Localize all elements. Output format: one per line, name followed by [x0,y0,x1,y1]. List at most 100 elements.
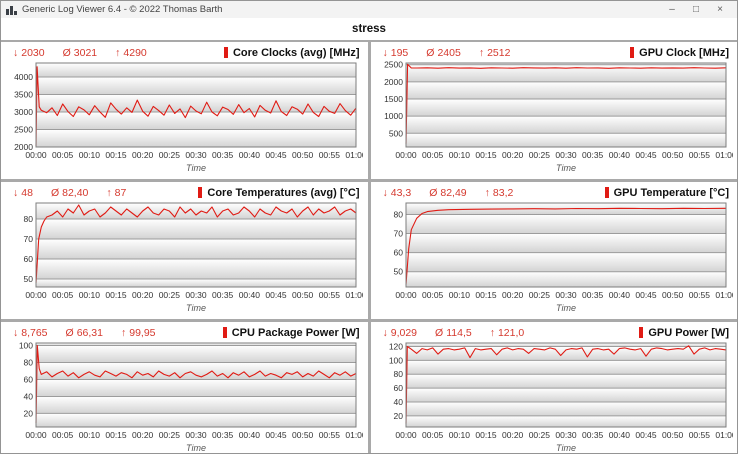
avg-icon: Ø [435,326,444,339]
x-tick-label: 00:50 [292,150,314,160]
x-tick-label: 00:20 [132,150,154,160]
stat-max: ↑ 87 [106,186,127,199]
y-tick-label: 2000 [14,142,33,152]
x-tick-label: 00:50 [662,290,684,300]
x-tick-label: 00:30 [186,290,208,300]
maximize-button[interactable]: □ [692,4,700,15]
y-tick-label: 60 [24,374,34,384]
min-arrow-icon: ↓ [13,46,19,59]
stat-min: ↓ 8,765 [13,326,48,339]
y-tick-label: 4000 [14,72,33,82]
x-tick-label: 00:20 [502,290,524,300]
stat-max: ↑ 4290 [115,46,147,59]
tab-stress[interactable]: stress [352,23,386,35]
y-tick-label: 70 [24,234,34,244]
chart-title-wrap: GPU Power [W] [639,327,729,339]
x-tick-label: 00:50 [662,150,684,160]
x-tick-label: 00:10 [448,150,470,160]
x-tick-label: 00:35 [582,290,604,300]
x-tick-label: 00:05 [52,150,74,160]
y-tick-label: 1500 [384,94,403,104]
x-tick-label: 00:00 [395,150,417,160]
stat-avg: Ø 114,5 [435,326,472,339]
x-tick-label: 00:25 [159,150,181,160]
stat-min: ↓ 9,029 [382,326,418,339]
x-tick-label: 00:40 [239,150,261,160]
x-tick-label: 00:40 [608,430,630,440]
x-tick-label: 00:05 [422,430,444,440]
x-axis-title: Time [186,163,206,173]
min-arrow-icon: ↓ [382,46,388,59]
stat-min: ↓ 48 [13,186,33,199]
x-tick-label: 00:10 [448,430,470,440]
minimize-button[interactable]: – [669,4,675,15]
x-tick-label: 00:35 [582,150,604,160]
x-tick-label: 00:40 [608,290,630,300]
y-tick-label: 20 [24,408,34,418]
avg-icon: Ø [50,186,60,199]
stat-avg: Ø 66,31 [65,326,103,339]
y-tick-label: 60 [24,254,34,264]
y-tick-label: 80 [24,214,34,224]
stat-avg: Ø 2405 [426,46,461,59]
chart-panel-core-temps: ↓ 48 Ø 82,40 ↑ 87 Core Temperatures (avg) [… [1,182,368,319]
x-tick-label: 00:35 [212,290,234,300]
chart-panel-core-clocks: ↓ 2030 Ø 3021 ↑ 4290 Core Clocks (avg) [MHz… [1,42,368,179]
x-tick-label: 00:10 [448,290,470,300]
x-tick-label: 00:00 [26,430,48,440]
x-tick-label: 00:55 [319,430,341,440]
x-tick-label: 00:45 [635,430,657,440]
y-tick-label: 2500 [14,125,33,135]
min-arrow-icon: ↓ [382,186,388,199]
x-tick-label: 00:55 [319,150,341,160]
x-tick-label: 00:55 [319,290,341,300]
x-tick-label: 00:50 [292,430,314,440]
x-tick-label: 00:15 [106,290,128,300]
x-tick-label: 00:55 [688,150,710,160]
x-tick-label: 00:10 [79,430,101,440]
x-tick-label: 00:45 [266,150,288,160]
avg-icon: Ø [426,46,435,59]
y-tick-label: 50 [24,274,34,284]
x-tick-label: 00:15 [475,430,497,440]
chart-title: Core Clocks (avg) [MHz] [232,46,360,59]
y-tick-label: 80 [393,369,403,379]
chart-title-wrap: CPU Package Power [W] [222,326,360,339]
y-tick-label: 1000 [384,111,403,121]
avg-icon: Ø [62,46,71,59]
x-tick-label: 00:40 [239,290,261,300]
stat-max: ↑ 2512 [478,46,511,59]
x-tick-label: 00:05 [52,290,74,300]
x-tick-label: 00:15 [475,150,497,160]
y-tick-label: 40 [24,391,34,401]
chart-title-wrap: GPU Clock [MHz] [630,47,729,59]
stats-row: ↓ 9,029 Ø 114,5 ↑ 121,0 GPU Power [W] [371,322,738,341]
y-tick-label: 3500 [14,90,33,100]
chart-title-wrap: Core Clocks (avg) [MHz] [223,46,360,59]
x-tick-label: 01:00 [715,290,733,300]
chart-title: GPU Temperature [°C] [613,186,729,199]
min-arrow-icon: ↓ [13,186,19,199]
x-axis-title: Time [186,303,206,313]
avg-icon: Ø [429,186,438,199]
x-tick-label: 00:30 [186,150,208,160]
y-tick-label: 120 [389,341,403,351]
chart-title: CPU Package Power [W] [231,326,360,339]
x-tick-label: 00:50 [292,290,314,300]
y-tick-label: 3000 [14,107,33,117]
chart-panel-cpu-package-power: ↓ 8,765 Ø 66,31 ↑ 99,95 CPU Package Power [… [1,322,368,453]
max-arrow-icon: ↑ [115,46,121,59]
x-tick-label: 00:20 [132,290,154,300]
x-tick-label: 00:05 [422,290,444,300]
x-tick-label: 00:30 [555,430,577,440]
y-tick-label: 80 [24,358,34,368]
x-tick-label: 00:45 [266,430,288,440]
app-icon [6,5,17,15]
series-color-swatch [198,187,203,198]
stat-avg: Ø 82,49 [429,186,467,199]
close-button[interactable]: × [717,4,723,15]
titlebar: Generic Log Viewer 6.4 - © 2022 Thomas B… [1,1,737,18]
x-tick-label: 00:35 [212,430,234,440]
x-axis-title: Time [556,303,576,313]
